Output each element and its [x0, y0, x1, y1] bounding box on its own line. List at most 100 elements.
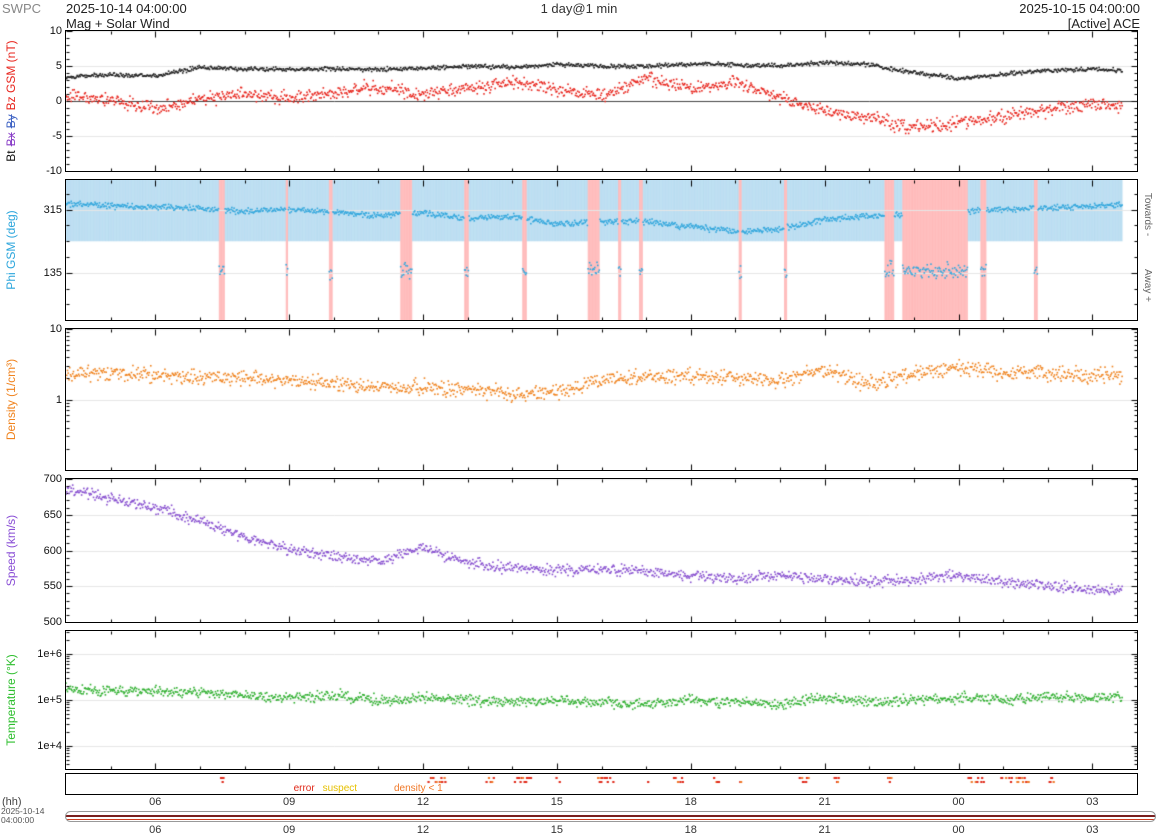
y-label-token: By: [4, 114, 18, 129]
panel-density: Density (1/cm³) 10 1: [0, 324, 1158, 471]
sector-label-towards: Towards -: [1142, 192, 1153, 237]
brand-swpc: SWPC: [2, 1, 41, 16]
y-axis-mag: Bt Bx By Bz GSM (nT) 10 5 0 -5 -10: [0, 26, 65, 177]
y-axis-temperature: Temperature (°K) 1e+6 1e+5 1e+4: [0, 630, 65, 770]
time-tick-label: 00: [952, 796, 965, 808]
y-label-density: Density (1/cm³): [2, 328, 20, 471]
flags-canvas: [66, 774, 1137, 794]
panel-speed: Speed (km/s) 700 650 600 550 500: [0, 474, 1158, 628]
right-gutter-speed: [1138, 478, 1158, 623]
chart-canvas-phi: [66, 180, 1137, 320]
y-tick-label: 1: [55, 393, 62, 406]
y-label-token: Density (1/cm³): [4, 358, 18, 441]
panel-phi: Phi GSM (deg) 315 135 Towards - Away +: [0, 179, 1158, 321]
panel-mag: Bt Bx By Bz GSM (nT) 10 5 0 -5 -10: [0, 26, 1158, 177]
source-label: [Active] ACE: [1067, 16, 1140, 31]
plot-area-mag: [65, 30, 1138, 172]
time-tick-label: 12: [416, 824, 430, 836]
y-label-token: Bx: [4, 132, 18, 147]
axis-start-date-line2: 04:00:00: [1, 815, 35, 825]
plot-title: Mag + Solar Wind: [66, 16, 170, 31]
plot-area-temperature: [65, 630, 1138, 770]
time-tick-label: 15: [550, 824, 563, 836]
time-tick-label: 15: [550, 796, 563, 808]
end-datetime: 2025-10-15 04:00:00: [1019, 1, 1140, 16]
y-tick-label: 500: [43, 616, 62, 628]
flags-plot-area: error suspect density < 1: [65, 773, 1138, 795]
plot-stack: Bt Bx By Bz GSM (nT) 10 5 0 -5 -10 Phi GSM (deg) 3…: [0, 26, 1158, 770]
flag-legend-error: error: [293, 783, 315, 794]
sector-label-away: Away +: [1142, 269, 1153, 302]
time-tick-label: 09: [283, 824, 296, 836]
y-label-temperature: Temperature (°K): [2, 630, 20, 770]
y-axis-speed: Speed (km/s) 700 650 600 550 500: [0, 474, 65, 628]
y-tick-label: 1e+5: [37, 693, 62, 706]
time-tick-label: 03: [1086, 824, 1099, 836]
chart-canvas-mag: [66, 31, 1137, 171]
right-gutter-mag: [1138, 30, 1158, 172]
y-tick-label: 5: [55, 60, 62, 72]
start-datetime: 2025-10-14 04:00:00: [66, 1, 187, 16]
y-tick-label: 135: [43, 266, 62, 279]
y-label-token: Phi GSM (deg): [4, 210, 18, 290]
resolution-label: 1 day@1 min: [540, 1, 618, 16]
time-tick-label: 00: [952, 824, 965, 836]
y-tick-label: 1e+6: [37, 647, 62, 660]
y-tick-label: 550: [43, 580, 62, 593]
right-gutter-density: [1138, 328, 1158, 471]
time-tick-label: 03: [1086, 796, 1099, 808]
flags-gutter-left: [0, 773, 65, 795]
y-axis-phi: Phi GSM (deg) 315 135: [0, 179, 65, 321]
y-label-token: Temperature (°K): [4, 654, 18, 746]
y-tick-label: 600: [43, 544, 62, 557]
y-label-token: Speed (km/s): [4, 514, 18, 587]
y-tick-label: 315: [43, 203, 62, 216]
y-tick-label: 10: [49, 25, 62, 37]
time-tick-label: 12: [416, 796, 430, 808]
flag-legend-density: density < 1: [393, 783, 443, 794]
plot-area-phi: [65, 179, 1138, 321]
bottom-tick-labels: 06 09 12 15 18 21 00 03: [0, 823, 1158, 837]
y-tick-label: -5: [52, 130, 62, 142]
overview-line-dark: [66, 815, 1155, 817]
time-tick-label: 18: [684, 824, 697, 836]
right-gutter-phi: Towards - Away +: [1138, 179, 1158, 321]
header-right: 2025-10-15 04:00:00 [Active] ACE: [1019, 1, 1140, 31]
y-label-mag: Bt Bx By Bz GSM (nT): [2, 30, 20, 172]
time-tick-label: 09: [283, 796, 296, 808]
plot-area-speed: [65, 478, 1138, 623]
plot-area-density: [65, 328, 1138, 471]
right-gutter-temperature: [1138, 630, 1158, 770]
panel-temperature: Temperature (°K) 1e+6 1e+5 1e+4: [0, 630, 1158, 770]
time-tick-label: 06: [149, 796, 162, 808]
flags-gutter-right: [1138, 773, 1158, 795]
time-tick-label: 18: [684, 796, 697, 808]
time-tick-label: 06: [149, 824, 162, 836]
header-left: 2025-10-14 04:00:00 Mag + Solar Wind: [66, 1, 187, 31]
y-tick-label: 700: [43, 473, 62, 485]
y-tick-label: 0: [55, 95, 62, 107]
y-label-speed: Speed (km/s): [2, 478, 20, 623]
axis-start-date-line1: 2025-10-14: [1, 806, 45, 816]
flag-legend-suspect: suspect: [322, 783, 358, 794]
y-tick-label: -10: [46, 165, 62, 177]
y-label-token: Bz GSM (nT): [4, 40, 18, 111]
overview-line-red: [66, 819, 1155, 820]
time-axis: (hh) 06 09 12 15 18 21 00 03: [0, 795, 1158, 810]
chart-canvas-speed: [66, 479, 1137, 622]
y-label-phi: Phi GSM (deg): [2, 179, 20, 321]
time-axis-unit-label: (hh): [2, 796, 22, 808]
y-tick-label: 650: [43, 508, 62, 521]
axis-start-date: 2025-10-14 04:00:00: [1, 807, 44, 825]
header: SWPC 2025-10-14 04:00:00 Mag + Solar Win…: [0, 0, 1158, 31]
flags-strip: error suspect density < 1: [0, 773, 1158, 795]
y-axis-density: Density (1/cm³) 10 1: [0, 324, 65, 471]
chart-canvas-density: [66, 329, 1137, 470]
y-tick-label: 1e+4: [37, 739, 62, 752]
time-tick-label: 21: [818, 796, 831, 808]
chart-canvas-temperature: [66, 631, 1137, 769]
y-tick-label: 10: [49, 323, 62, 335]
time-tick-label: 21: [818, 824, 831, 836]
timeline-overview[interactable]: [65, 811, 1156, 822]
